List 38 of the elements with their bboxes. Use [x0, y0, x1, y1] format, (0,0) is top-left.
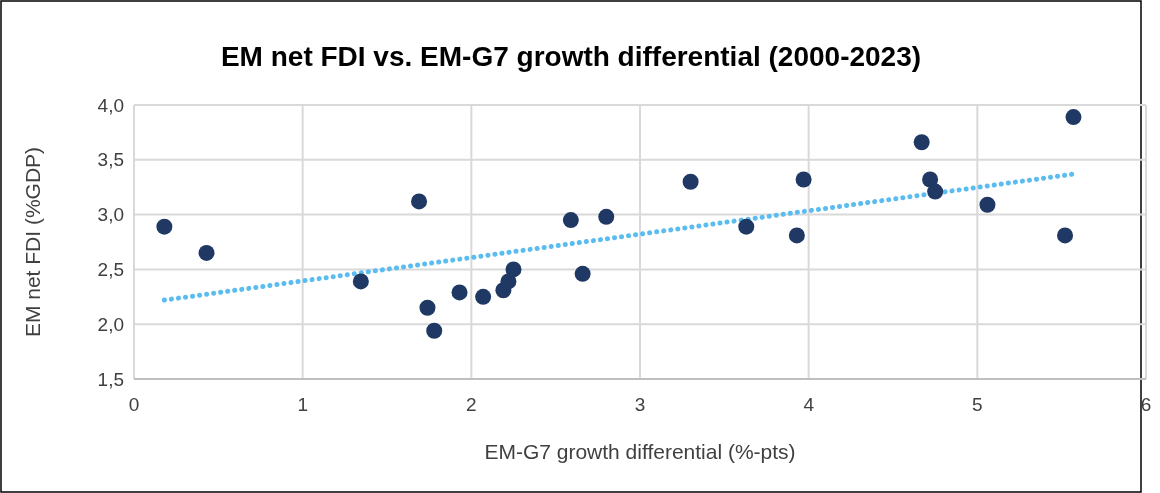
point — [795, 171, 812, 188]
point — [451, 284, 468, 301]
point — [788, 227, 805, 244]
x-tick-label: 5 — [972, 394, 983, 415]
point — [979, 196, 996, 213]
chart-title: EM net FDI vs. EM-G7 growth differential (2000-2023) — [220, 41, 922, 72]
point — [927, 183, 944, 200]
point — [913, 134, 930, 151]
point — [682, 173, 699, 190]
point — [562, 212, 579, 229]
x-tick-label: 2 — [466, 394, 477, 415]
point — [738, 218, 755, 235]
point — [352, 273, 369, 290]
point — [411, 193, 428, 210]
y-tick-label: 4,0 — [97, 94, 124, 116]
point — [922, 171, 939, 188]
y-axis-title: EM net FDI (%GDP) — [21, 146, 44, 338]
point — [1057, 227, 1074, 244]
point — [198, 244, 215, 261]
x-tick-label: 4 — [803, 394, 815, 415]
y-tick-label: 2,5 — [97, 259, 124, 281]
point — [475, 288, 492, 305]
y-tick-label: 2,0 — [97, 313, 124, 335]
point — [156, 218, 173, 235]
y-tick-label: 3,0 — [97, 204, 124, 226]
point — [598, 208, 615, 225]
x-tick-label: 3 — [634, 394, 646, 415]
x-axis-title: EM-G7 growth differential (%-pts) — [484, 440, 796, 463]
point — [419, 299, 436, 316]
x-tick-label: 1 — [297, 394, 308, 415]
y-tick-label: 1,5 — [97, 368, 124, 390]
point — [426, 322, 443, 339]
x-tick-label: 0 — [128, 394, 140, 415]
point — [574, 265, 591, 282]
point — [505, 261, 522, 278]
x-tick-label: 6 — [1140, 394, 1152, 415]
y-tick-label: 3,5 — [97, 149, 124, 171]
point — [1065, 109, 1082, 126]
